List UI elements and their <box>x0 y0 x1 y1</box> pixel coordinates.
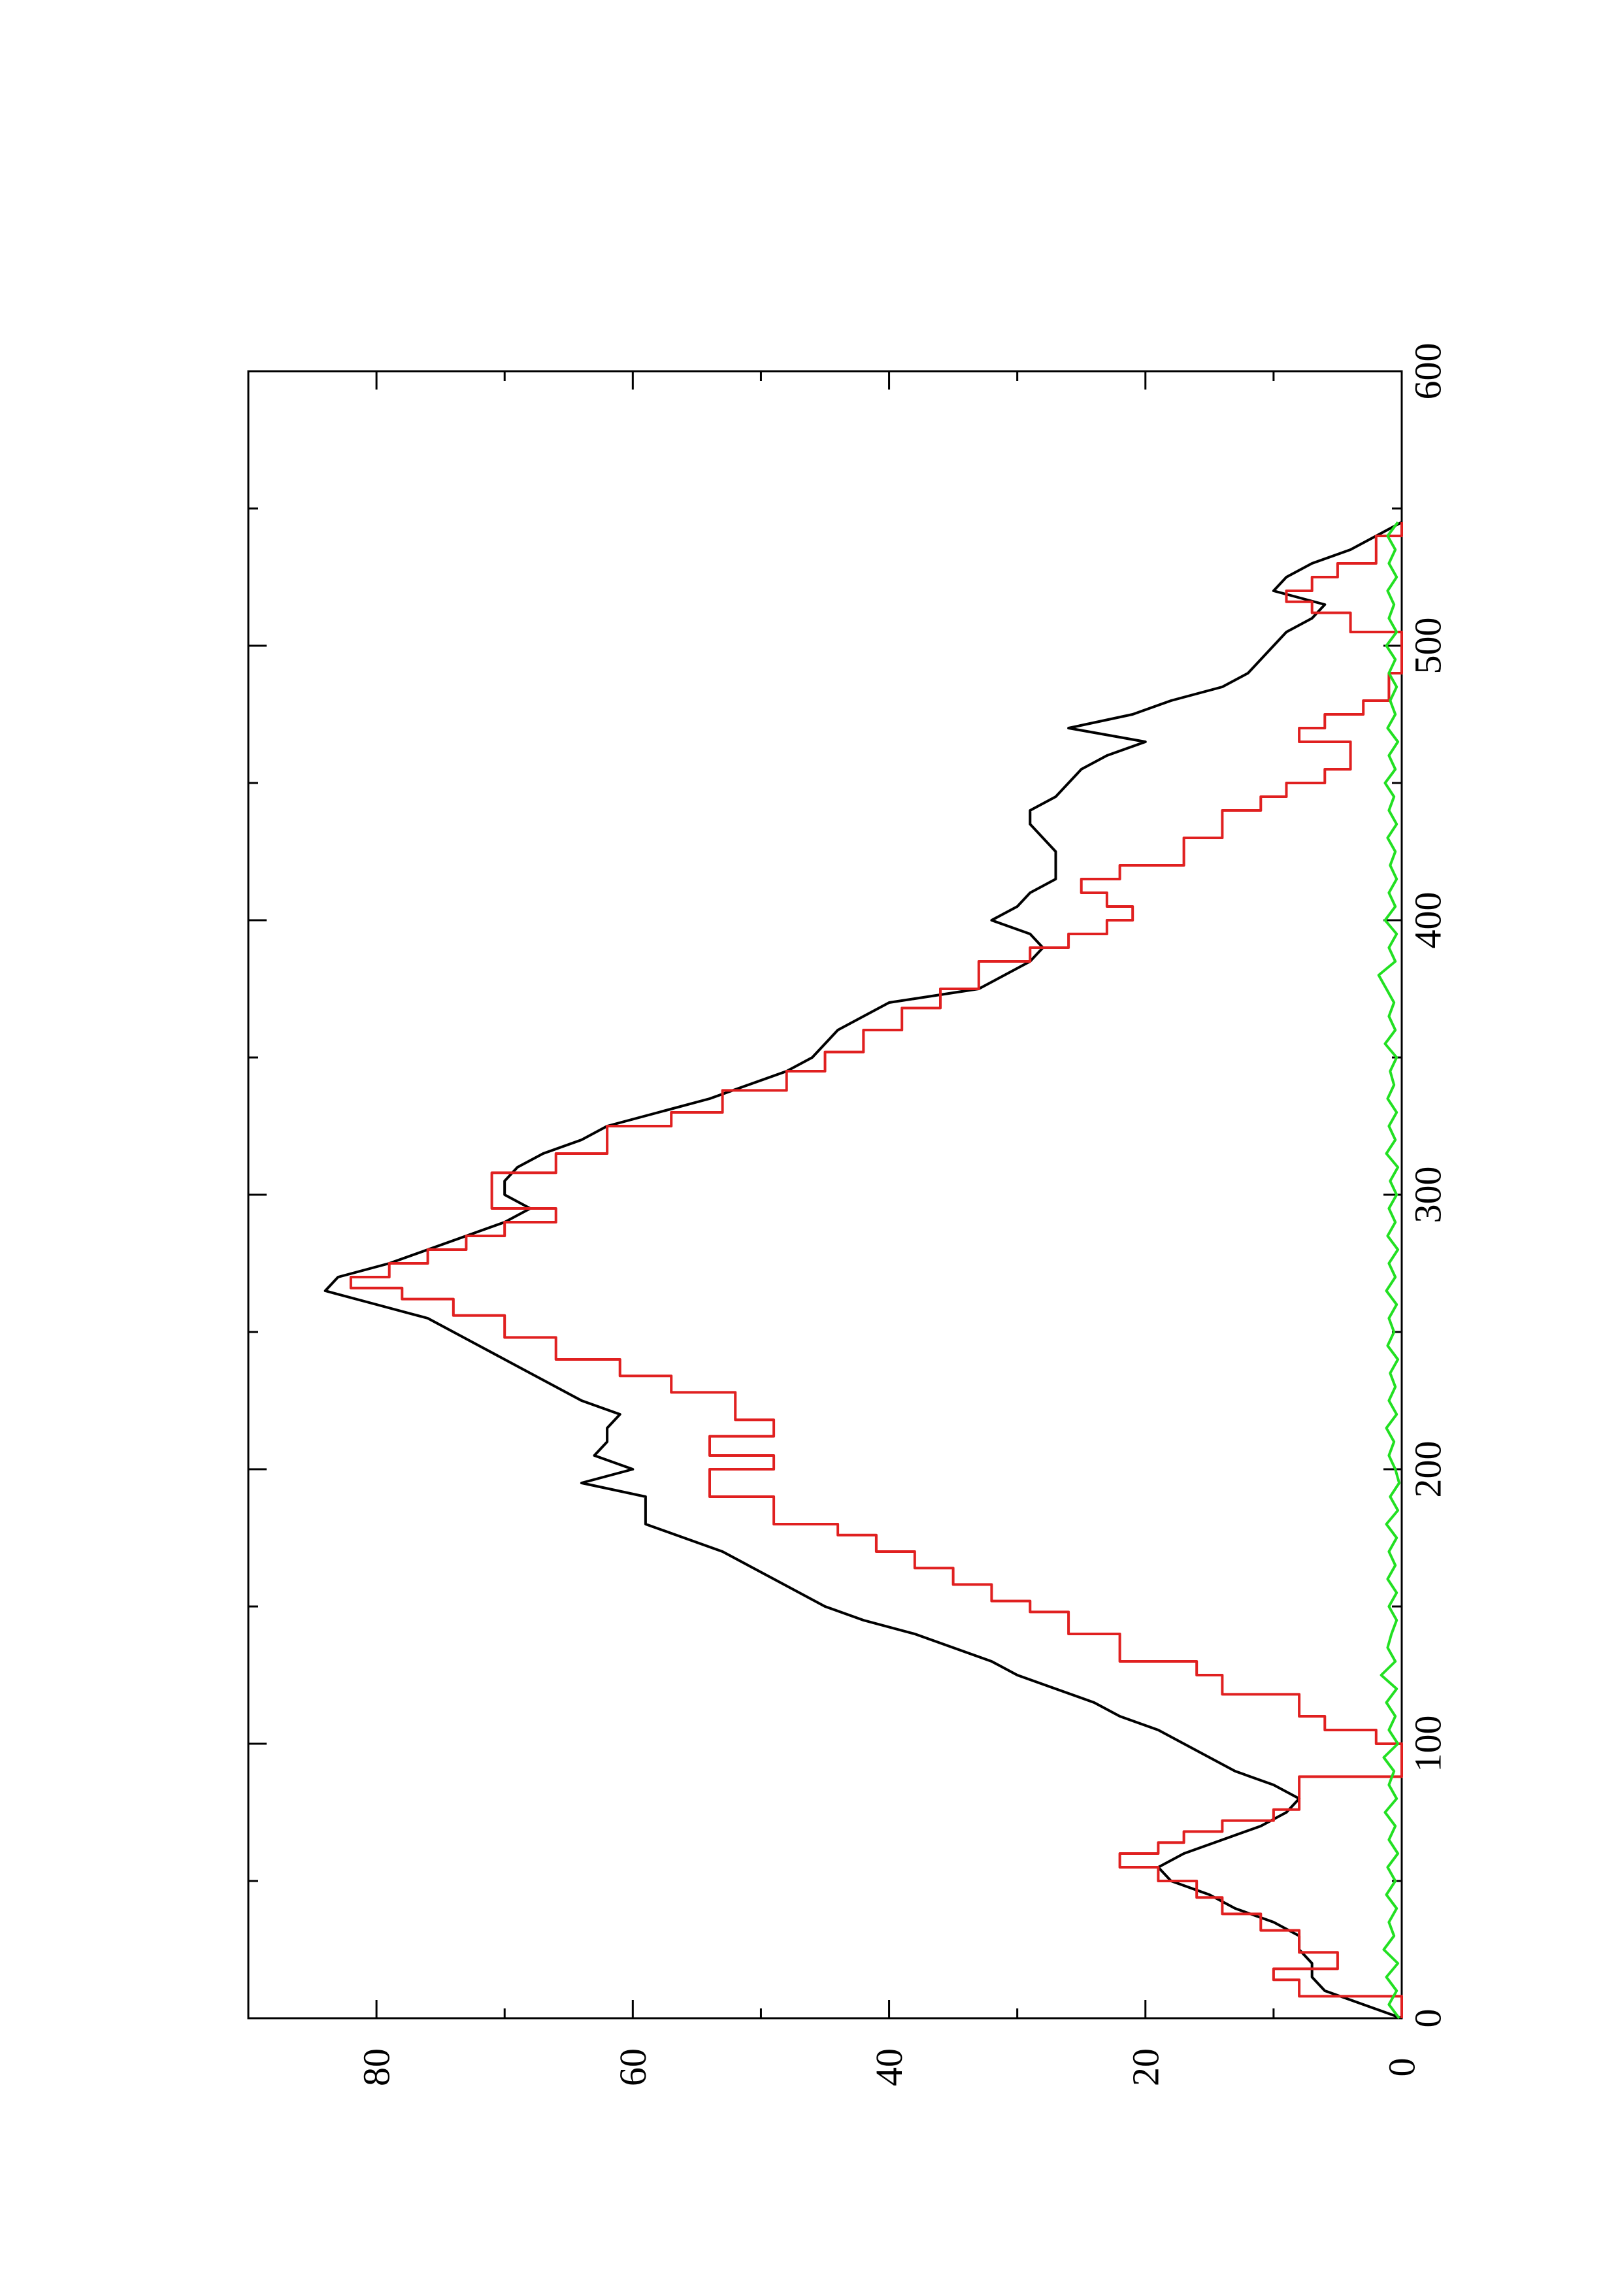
x-axis-ticks <box>248 370 1402 2020</box>
x-tick-label: 300 <box>1407 1167 1449 1223</box>
series-red-line <box>349 522 1403 2018</box>
y-tick-label: 20 <box>1124 2048 1166 2086</box>
x-tick-label: 400 <box>1407 892 1449 949</box>
x-tick-label: 200 <box>1407 1441 1449 1498</box>
x-tick-label: 0 <box>1407 2009 1449 2028</box>
series-green-line <box>1377 521 1401 2020</box>
y-tick-label: 0 <box>1381 2058 1423 2077</box>
y-tick-label: 60 <box>612 2048 654 2086</box>
y-axis-tick-labels: 0 20 40 60 80 <box>355 2048 1423 2086</box>
y-tick-label: 80 <box>355 2048 398 2086</box>
x-tick-label: 100 <box>1407 1716 1449 1772</box>
x-tick-label: 600 <box>1407 343 1449 400</box>
x-axis-tick-labels: 0 100 200 300 400 500 600 <box>1407 343 1449 2028</box>
series-black-line <box>323 521 1402 2020</box>
series-layer <box>323 521 1403 2020</box>
plot-frame <box>247 370 1403 2020</box>
y-axis-ticks <box>247 371 1403 2018</box>
y-tick-label: 40 <box>868 2048 910 2086</box>
x-tick-label: 500 <box>1407 618 1449 674</box>
